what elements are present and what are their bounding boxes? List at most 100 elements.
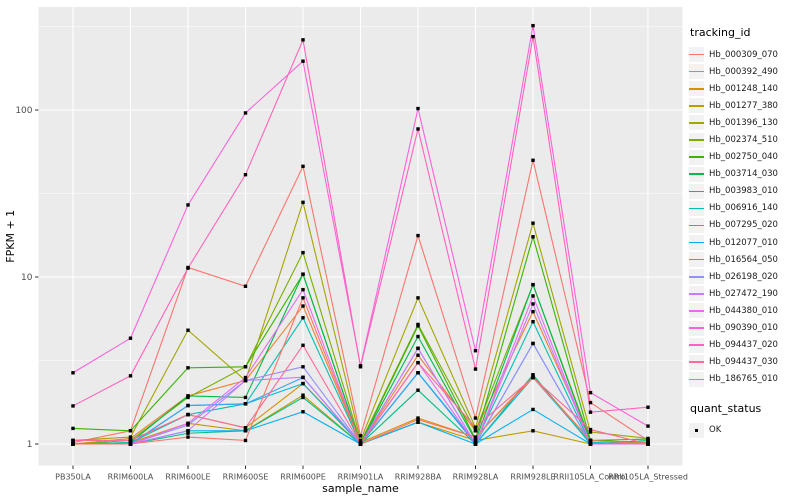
data-point xyxy=(646,442,650,446)
data-point xyxy=(358,438,363,443)
data-point xyxy=(301,164,305,169)
legend-entry-Hb_000309_070: Hb_000309_070 xyxy=(689,46,799,63)
data-point xyxy=(588,390,593,395)
data-point xyxy=(416,233,420,238)
legend-entry-Hb_003983_010: Hb_003983_010 xyxy=(689,183,799,200)
data-point xyxy=(531,319,535,324)
data-point xyxy=(301,200,305,205)
data-point xyxy=(186,266,190,270)
data-point xyxy=(588,400,593,405)
legend-key-line xyxy=(689,207,704,210)
legend-key-line xyxy=(689,224,704,227)
data-point xyxy=(531,221,535,225)
data-point xyxy=(243,395,248,400)
data-point xyxy=(646,424,650,428)
data-point xyxy=(416,417,420,422)
data-point xyxy=(588,442,593,446)
legend-key-swatch xyxy=(689,269,704,285)
legend-entry-label: Hb_094437_020 xyxy=(709,340,778,351)
data-point xyxy=(358,365,363,369)
legend-entry-Hb_003714_030: Hb_003714_030 xyxy=(689,166,799,183)
data-point xyxy=(301,410,305,414)
x-tick-label: RRIM928BA xyxy=(395,473,442,482)
legend-entry-label: Hb_044380_010 xyxy=(709,305,778,316)
legend-key-line xyxy=(689,139,704,141)
legend-key-swatch xyxy=(689,371,704,387)
y-tick-label: 100 xyxy=(15,106,32,116)
data-point xyxy=(301,365,305,369)
legend-entry-Hb_094437_030: Hb_094437_030 xyxy=(689,354,799,371)
data-point xyxy=(128,438,133,443)
data-point xyxy=(128,442,133,446)
data-point xyxy=(531,23,535,28)
data-point xyxy=(531,309,535,314)
data-point xyxy=(531,235,535,239)
data-point xyxy=(531,294,535,298)
data-point xyxy=(588,438,593,443)
data-point xyxy=(358,434,363,438)
data-point xyxy=(473,367,478,371)
data-point xyxy=(416,334,420,339)
quant-status-entries: OK xyxy=(689,422,799,439)
data-point xyxy=(243,378,248,383)
data-point xyxy=(71,442,75,446)
data-point xyxy=(186,431,190,435)
legend-key-swatch xyxy=(689,320,704,336)
legend-key-line xyxy=(689,327,704,329)
data-point xyxy=(301,381,305,386)
data-point xyxy=(531,373,535,377)
quant-status-title: quant_status xyxy=(690,401,762,415)
data-point xyxy=(531,34,535,39)
data-point xyxy=(186,429,190,433)
legend-entry-label: Hb_027472_190 xyxy=(709,288,778,299)
legend-entry-label: Hb_001277_380 xyxy=(709,100,778,111)
data-point xyxy=(301,395,305,400)
x-tick-label: RRIM600LA xyxy=(108,473,154,482)
data-point xyxy=(301,304,305,308)
legend-entry-Hb_001248_140: Hb_001248_140 xyxy=(689,80,799,97)
data-point xyxy=(71,404,75,408)
data-point xyxy=(186,421,190,426)
legend-entry-Hb_001396_130: Hb_001396_130 xyxy=(689,114,799,131)
quant-status-key xyxy=(689,422,704,438)
data-point xyxy=(531,282,535,287)
data-point xyxy=(243,375,248,380)
x-tick-label: PB350LA xyxy=(55,473,91,482)
data-point xyxy=(416,324,420,328)
legend-key-swatch xyxy=(689,166,704,182)
legend-entry-label: Hb_003983_010 xyxy=(709,186,778,197)
data-point xyxy=(128,336,133,340)
legend-key-line xyxy=(689,53,704,56)
data-point xyxy=(243,111,248,115)
legend-key-swatch xyxy=(689,81,704,97)
legend-key-line xyxy=(689,105,704,107)
legend-key-line xyxy=(689,87,704,90)
data-point xyxy=(186,394,190,398)
legend-entry-Hb_000392_490: Hb_000392_490 xyxy=(689,63,799,80)
legend-entry-label: Hb_001248_140 xyxy=(709,83,778,94)
data-point xyxy=(71,438,75,443)
legend-key-swatch xyxy=(689,132,704,148)
legend-entry-label: Hb_001396_130 xyxy=(709,117,778,128)
data-point xyxy=(416,127,420,131)
data-point xyxy=(416,346,420,351)
black-square-point-icon xyxy=(694,428,699,433)
data-point xyxy=(128,429,133,433)
legend-entry-label: Hb_186765_010 xyxy=(709,374,778,385)
legend-key-line xyxy=(689,70,704,73)
legend-key-swatch xyxy=(689,115,704,131)
data-point xyxy=(588,410,593,414)
data-point xyxy=(531,341,535,346)
legend-key-line xyxy=(689,173,704,175)
legend-key-swatch xyxy=(689,183,704,199)
data-point xyxy=(416,420,420,424)
data-point xyxy=(186,366,190,370)
legend-entry-label: Hb_094437_030 xyxy=(709,357,778,368)
data-point xyxy=(531,375,535,380)
data-point xyxy=(646,405,650,409)
legend-key-line xyxy=(689,378,704,381)
legend-key-swatch xyxy=(689,64,704,80)
legend-entry-Hb_090390_010: Hb_090390_010 xyxy=(689,320,799,337)
